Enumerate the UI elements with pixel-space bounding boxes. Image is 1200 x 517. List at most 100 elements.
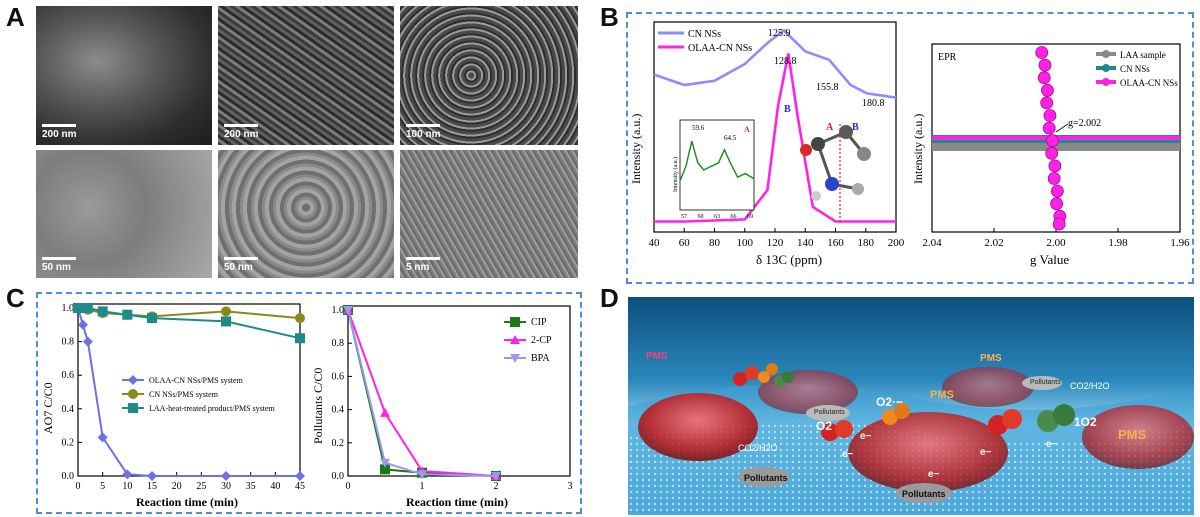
series-point-0 (82, 336, 93, 347)
series-point-1 (380, 407, 390, 417)
epr-series-olaa (932, 46, 1180, 231)
legend-label-1: 2-CP (531, 335, 552, 346)
x-tick-label: 30 (221, 481, 231, 492)
epr-x-tick-label: 2.04 (922, 237, 942, 249)
scale-bar-3: 100 nm (406, 124, 440, 140)
sem-image-2: 200 nm (218, 6, 394, 145)
x-tick-label: 0 (346, 481, 351, 492)
nmr-chart: 40 60 80 100 120 140 160 180 200 CN NSs OLAA-CN … (629, 21, 905, 267)
nmr-y-axis-label: Intensity (a.u.) (629, 114, 643, 184)
series-line-2 (347, 309, 497, 477)
nmr-inset-tick-label: 66 (731, 214, 737, 220)
nmr-inset-tick-label: 60 (698, 214, 704, 220)
epr-olaa-point (1050, 197, 1064, 211)
y-tick-label: 0.0 (332, 471, 345, 482)
epr-series-laa (932, 142, 1180, 151)
series-point-0 (380, 464, 390, 475)
epr-olaa-point (1050, 184, 1064, 198)
superoxide-label: O2·− (876, 395, 904, 409)
electron-label-5: e− (1046, 439, 1058, 450)
y-tick-label: 0.2 (62, 437, 75, 448)
pollutants-x-axis-label: Reaction time (min) (406, 495, 508, 509)
nmr-x-axis-label: δ 13C (ppm) (756, 252, 822, 267)
epr-olaa-point (1043, 109, 1057, 122)
panel-letter-b: B (600, 2, 619, 32)
tem-image-2: 50 nm (218, 150, 394, 278)
nmr-series-cn (653, 28, 897, 99)
x-tick-label: 10 (122, 481, 132, 492)
nmr-x-tick-label: 60 (679, 237, 691, 249)
nmr-inset-ylabel: Intensity (a.u.) (672, 157, 679, 192)
nmr-x-tick-label: 160 (827, 237, 844, 249)
oxygen-label: O2 (816, 419, 833, 433)
pollutants-chart: 0 1 2 3 0.0 0.2 0.4 0.6 0.8 1.0 CIP 2-CP BPA Pollut… (311, 305, 573, 509)
epr-olaa-point (1045, 146, 1059, 160)
nmr-peak-label-125: 125.9 (768, 28, 791, 39)
epr-legend-cn: CN NSs (1120, 64, 1150, 74)
scale-bar-4: 50 nm (42, 257, 76, 273)
nmr-x-tick-label: 180 (858, 237, 875, 249)
nmr-legend-olaa: OLAA-CN NSs (688, 43, 752, 54)
epr-x-tick-label: 1.98 (1108, 237, 1128, 249)
nmr-x-tick-label: 80 (709, 237, 721, 249)
nmr-inset-tick-label: 63 (714, 214, 720, 220)
nmr-peak-label-155: 155.8 (816, 82, 839, 93)
panel-letter-c: C (6, 283, 25, 313)
nmr-marker-b-peak: B (784, 104, 791, 115)
x-tick-label: 3 (568, 481, 573, 492)
series-point-2 (147, 313, 157, 324)
nmr-x-tick-label: 40 (649, 237, 661, 249)
y-tick-label: 0.0 (62, 471, 75, 482)
series-point-1 (295, 313, 305, 324)
nmr-inset-frame (679, 119, 755, 211)
molecule-marker-b: B (852, 122, 859, 133)
legend-marker-0 (128, 375, 138, 385)
series-point-2 (295, 333, 305, 344)
pms-label-3: PMS (930, 389, 954, 401)
pms-label-2: PMS (980, 353, 1002, 364)
series-point-2 (417, 470, 427, 480)
legend-marker-1 (510, 335, 520, 344)
pollutants-y-axis-label: Pollutants C/C0 (311, 368, 325, 444)
legend-marker-1 (128, 389, 138, 399)
nmr-inset-marker-a: A (744, 125, 750, 134)
x-tick-label: 20 (172, 481, 182, 492)
co2-label-1: CO2/H2O (738, 443, 778, 453)
electron-label-4: e− (980, 447, 992, 458)
series-point-2 (491, 472, 501, 481)
x-tick-label: 45 (295, 481, 305, 492)
scale-bar-1: 200 nm (42, 124, 76, 140)
ao7-x-axis-label: Reaction time (min) (136, 495, 238, 509)
nmr-inset-peak-64: 64.5 (724, 134, 737, 142)
scale-bar-2: 200 nm (224, 124, 258, 140)
epr-x-tick-label: 1.96 (1170, 237, 1190, 249)
electron-label-1: e− (860, 431, 872, 442)
epr-chart: 2.04 2.02 2.00 1.98 1.96 EPR g=2.002 LAA sam… (911, 43, 1190, 267)
x-tick-label: 40 (270, 481, 280, 492)
series-point-0 (77, 319, 88, 330)
legend-marker-2 (128, 403, 138, 413)
carbon-nitride-molecule: A B (800, 122, 871, 222)
pollutants-label-2: Pollutants (744, 473, 788, 483)
y-tick-label: 1.0 (62, 303, 75, 314)
tem-image-1: 50 nm (36, 150, 212, 278)
series-point-2 (122, 309, 133, 320)
y-tick-label: 0.8 (62, 337, 75, 348)
x-tick-label: 5 (100, 481, 105, 492)
molecule-marker-a: A (826, 122, 834, 133)
pms-activation-schematic: PMS PMS PMS PMS Pollutants Pollutants Po… (628, 297, 1194, 515)
ao7-y-axis-label: AO7 C/C0 (41, 382, 55, 434)
legend-marker-2 (510, 354, 520, 363)
sem-image-3: 100 nm (400, 6, 578, 145)
epr-title: EPR (938, 52, 957, 63)
nmr-x-tick-label: 120 (767, 237, 784, 249)
scale-bar-6: 5 nm (406, 257, 440, 273)
pollutants-label-4: Pollutants (1030, 379, 1061, 386)
epr-legend-laa: LAA sample (1120, 50, 1166, 60)
nmr-x-tick-label: 140 (797, 237, 814, 249)
series-point-2 (221, 316, 231, 327)
series-point-0 (221, 471, 231, 481)
y-tick-label: 0.6 (332, 371, 345, 382)
y-tick-label: 1.0 (332, 305, 345, 316)
pms-label-4: PMS (1118, 427, 1147, 442)
